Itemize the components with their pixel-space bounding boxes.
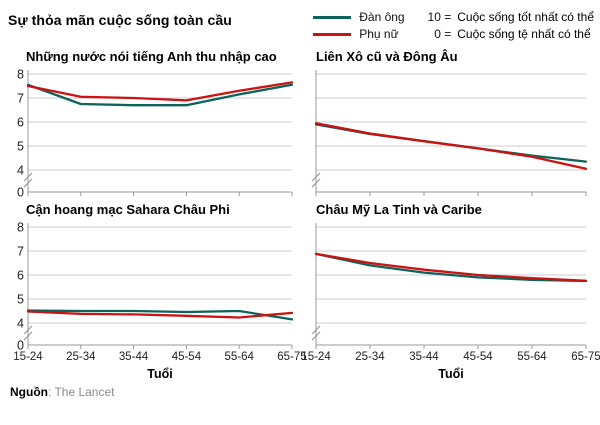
scale-max-value: 10 = (427, 10, 452, 24)
y-tick-label: 7 (17, 92, 24, 106)
x-tick-label: 25-34 (355, 351, 385, 363)
y-tick-label: 5 (17, 293, 24, 307)
series-line (26, 309, 294, 321)
line-chart-svg (311, 70, 588, 196)
y-zero-label: 0 (17, 186, 24, 200)
legend-item-men: Đàn ông 10 = Cuộc sống tốt nhất có thể (313, 10, 594, 24)
charts-grid: Những nước nói tiếng Anh thu nhập cao 8 7… (8, 49, 600, 383)
source-label: Nguồn (10, 385, 48, 399)
series-line (26, 83, 294, 107)
scale-min-description: Cuộc sống tệ nhất có thể (457, 27, 591, 41)
legend-item-women: Phụ nữ 0 = Cuộc sống tệ nhất có thể (313, 27, 594, 41)
series-line (314, 122, 588, 170)
x-tick-label: 35-44 (409, 351, 439, 363)
x-tick-label: 35-44 (119, 351, 149, 363)
series-line (26, 310, 294, 319)
panel-title: Những nước nói tiếng Anh thu nhập cao (26, 49, 277, 64)
line-chart-sub-saharan-africa: 15-24 25-34 35-44 45-54 55-64 65-75 8 7 6 5 4 0 Tuổi (8, 219, 306, 383)
x-tick-label: 55-64 (224, 351, 254, 363)
header: Sự thỏa mãn cuộc sống toàn cầu Đàn ông 1… (8, 8, 594, 41)
y-tick-label: 6 (17, 269, 24, 283)
x-tick-label: 25-34 (66, 351, 96, 363)
line-chart-former-soviet (304, 66, 592, 200)
line-chart-svg: 8 7 6 5 4 0 (17, 68, 294, 200)
x-tick-label: 65-75 (571, 351, 600, 363)
y-tick-label: 7 (17, 245, 24, 259)
panel-title: Cận hoang mạc Sahara Châu Phi (26, 202, 230, 217)
scale-max-description: Cuộc sống tốt nhất có thể (457, 10, 594, 24)
y-tick-label: 4 (17, 164, 24, 178)
legend-label-men: Đàn ông (359, 10, 405, 24)
x-tick-label: 55-64 (517, 351, 547, 363)
panel-sub-saharan-africa: Cận hoang mạc Sahara Châu Phi 15-24 25-34… (8, 202, 306, 383)
scale-min-value: 0 = (434, 27, 452, 41)
panel-title: Châu Mỹ La Tinh và Caribe (316, 202, 482, 217)
y-tick-label: 4 (17, 317, 24, 331)
panel-latin-america: Châu Mỹ La Tinh và Caribe 15-24 25-34 35-4… (301, 202, 600, 383)
men-line-swatch-icon (313, 15, 352, 19)
line-chart-latin-america: 15-24 25-34 35-44 45-54 55-64 65-75 Tuổi (301, 219, 600, 383)
source-line: Nguồn: The Lancet (8, 385, 594, 399)
line-chart-svg: 15-24 25-34 35-44 45-54 55-64 65-75 Tuổi (301, 223, 600, 381)
x-tick-label: 15-24 (301, 351, 331, 363)
y-tick-label: 8 (17, 68, 24, 82)
x-axis-title: Tuổi (147, 367, 172, 381)
legend-label-women: Phụ nữ (359, 27, 399, 41)
panel-title: Liên Xô cũ và Đông Âu (316, 49, 458, 64)
x-axis-title: Tuổi (438, 367, 463, 381)
y-tick-label: 5 (17, 140, 24, 154)
line-chart-english-speaking: 8 7 6 5 4 0 (8, 66, 296, 200)
series-line (314, 252, 588, 283)
series-line (314, 252, 588, 282)
women-line-swatch-icon (313, 32, 352, 36)
y-tick-label: 8 (17, 221, 24, 235)
source-text: : The Lancet (48, 385, 115, 399)
y-tick-label: 6 (17, 116, 24, 130)
x-tick-label: 65-75 (277, 351, 306, 363)
legend: Đàn ông 10 = Cuộc sống tốt nhất có thể P… (313, 8, 594, 41)
x-tick-label: 45-54 (172, 351, 202, 363)
line-chart-svg: 15-24 25-34 35-44 45-54 55-64 65-75 8 7 6 5 4 0 Tuổi (13, 221, 306, 382)
x-tick-label: 45-54 (463, 351, 493, 363)
x-tick-label: 15-24 (13, 351, 43, 363)
page-title: Sự thỏa mãn cuộc sống toàn cầu (8, 12, 232, 28)
y-zero-label: 0 (17, 339, 24, 353)
panel-english-speaking: Những nước nói tiếng Anh thu nhập cao 8 7… (8, 49, 296, 200)
panel-former-soviet: Liên Xô cũ và Đông Âu (304, 49, 592, 200)
series-line (26, 81, 294, 102)
